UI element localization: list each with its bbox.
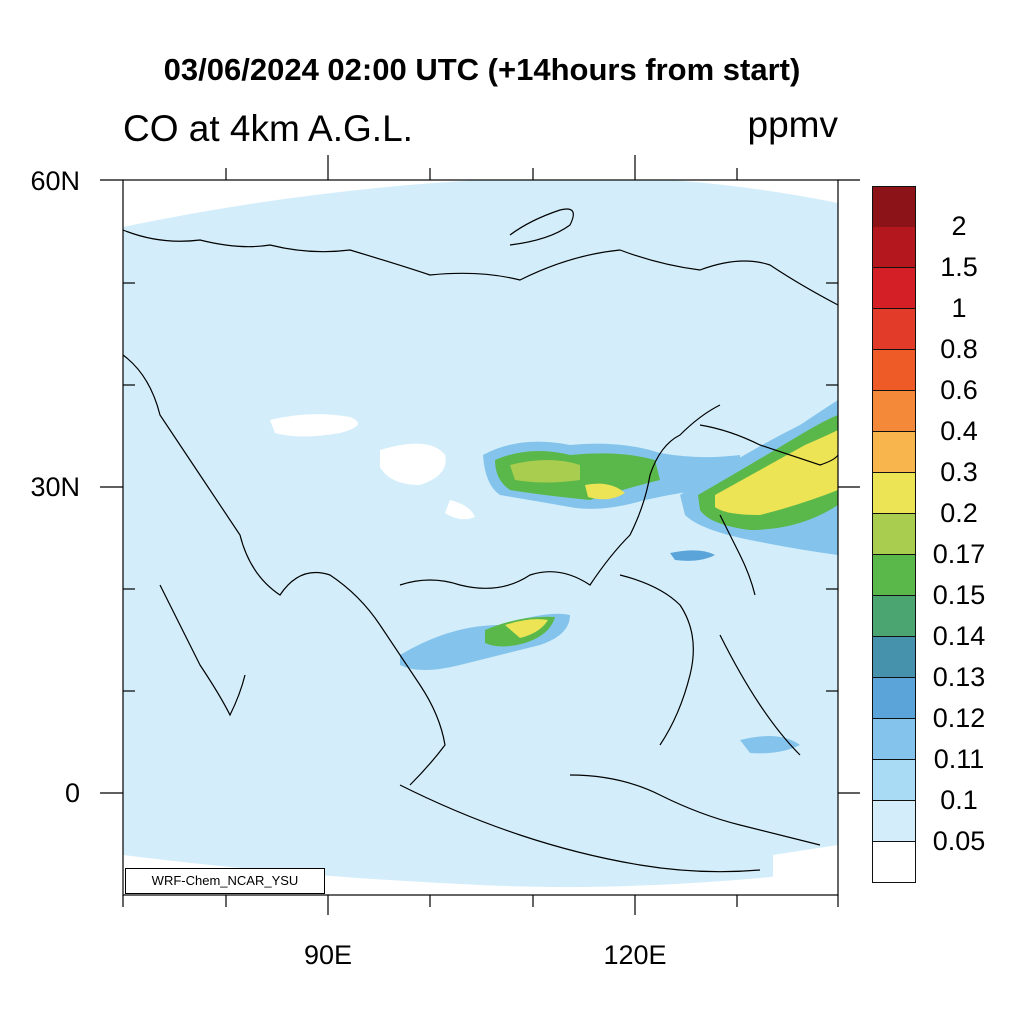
colorbar-label: 0.14 bbox=[932, 621, 986, 651]
colorbar-label: 0.05 bbox=[932, 826, 986, 856]
colorbar-label: 2 bbox=[951, 211, 967, 241]
colorbar-swatch bbox=[872, 186, 916, 228]
colorbar-label: 0.15 bbox=[932, 580, 986, 610]
colorbar-swatch bbox=[872, 719, 916, 760]
lon-label-90e: 90E bbox=[303, 940, 353, 970]
colorbar-label: 0.3 bbox=[940, 457, 978, 487]
tick-marks bbox=[100, 155, 860, 915]
units-label: ppmv bbox=[747, 104, 838, 145]
map-subtitle: CO at 4km A.G.L. bbox=[123, 108, 413, 149]
colorbar-label: 0.1 bbox=[940, 785, 978, 815]
domain-top-blank bbox=[123, 176, 838, 227]
tibet-gap-1 bbox=[270, 414, 358, 437]
colorbar-swatch bbox=[872, 309, 916, 350]
co-patch-pacific bbox=[740, 736, 800, 754]
plot-frame bbox=[122, 179, 839, 896]
colorbar-label: 0.11 bbox=[933, 744, 985, 774]
colorbar-label: 0.6 bbox=[940, 375, 978, 405]
lat-label-30n: 30N bbox=[30, 472, 80, 502]
colorbar-label: 0.2 bbox=[940, 498, 978, 528]
co-plume-china bbox=[483, 441, 740, 509]
co-patch-philippine-sea bbox=[670, 550, 715, 561]
colorbar-label: 0.13 bbox=[932, 662, 986, 692]
lower-right-blank bbox=[773, 845, 838, 895]
colorbar bbox=[872, 186, 916, 888]
colorbar-swatch bbox=[872, 391, 916, 432]
co-plume-japan bbox=[680, 400, 838, 555]
colorbar-swatch bbox=[872, 678, 916, 719]
lat-label-0: 0 bbox=[64, 778, 80, 808]
colorbar-label: 0.8 bbox=[940, 334, 978, 364]
colorbar-swatch bbox=[872, 350, 916, 391]
lat-label-60n: 60N bbox=[30, 166, 80, 196]
colorbar-swatch bbox=[872, 760, 916, 801]
colorbar-swatch bbox=[872, 596, 916, 637]
colorbar-swatch bbox=[872, 555, 916, 596]
colorbar-label: 0.17 bbox=[932, 539, 986, 569]
colorbar-label: 1 bbox=[951, 293, 967, 323]
colorbar-swatch bbox=[872, 432, 916, 473]
tibet-gap-3 bbox=[445, 500, 475, 520]
co-plume-vietnam bbox=[400, 613, 570, 670]
colorbar-label: 1.5 bbox=[940, 252, 978, 282]
colorbar-swatch bbox=[872, 227, 916, 268]
colorbar-swatch bbox=[872, 514, 916, 555]
map-title: 03/06/2024 02:00 UTC (+14hours from star… bbox=[163, 52, 801, 87]
lon-label-120e: 120E bbox=[603, 940, 667, 970]
map-panel bbox=[100, 155, 860, 915]
co-field-background bbox=[123, 180, 838, 895]
colorbar-swatch bbox=[872, 637, 916, 678]
colorbar-label: 0.12 bbox=[932, 703, 986, 733]
colorbar-swatch bbox=[872, 842, 916, 883]
colorbar-label: 0.4 bbox=[940, 416, 978, 446]
colorbar-swatch bbox=[872, 473, 916, 514]
tibet-gap-2 bbox=[380, 443, 446, 485]
colorbar-swatch bbox=[872, 268, 916, 309]
coastlines bbox=[122, 208, 839, 873]
map-canvas bbox=[100, 155, 860, 915]
model-credit-label: WRF-Chem_NCAR_YSU bbox=[125, 868, 325, 894]
colorbar-swatch bbox=[872, 801, 916, 842]
